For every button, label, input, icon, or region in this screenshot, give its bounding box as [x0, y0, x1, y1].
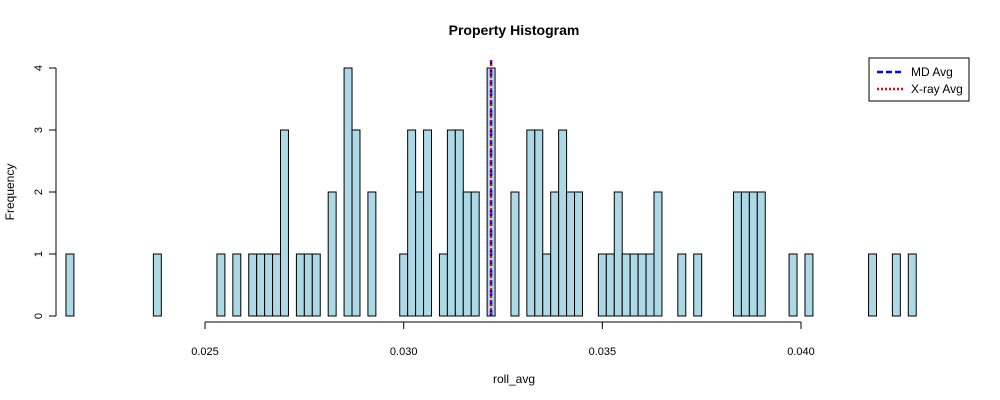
histogram-bar — [740, 191, 750, 317]
histogram-bar — [65, 253, 75, 317]
y-tick-label: 0 — [33, 313, 45, 319]
histogram-bar — [804, 253, 814, 317]
histogram-bar — [756, 191, 766, 317]
x-tick-label: 0.035 — [589, 346, 617, 358]
histogram-bar — [216, 253, 226, 317]
x-axis: 0.025 0.030 0.035 0.040 — [191, 321, 815, 358]
histogram-bar — [423, 129, 432, 317]
histogram-bar — [891, 253, 901, 317]
x-tick-label: 0.030 — [390, 346, 418, 358]
histogram-bar — [597, 253, 607, 317]
histogram-bar — [542, 253, 552, 317]
histogram-bar — [868, 253, 877, 317]
histogram-bar — [907, 253, 917, 317]
y-axis-title: Frequency — [3, 164, 17, 221]
histogram-bar — [232, 253, 242, 317]
x-tick-label: 0.025 — [191, 346, 219, 358]
legend-box — [868, 57, 970, 102]
histogram-bar — [534, 129, 544, 317]
histogram-bar — [415, 191, 425, 317]
histogram-bar — [574, 191, 583, 317]
x-tick-label: 0.040 — [787, 346, 815, 358]
y-tick-label: 1 — [33, 251, 45, 257]
y-tick-label: 3 — [33, 127, 45, 133]
histogram-bar — [264, 253, 274, 317]
chart-title: Property Histogram — [449, 22, 580, 38]
histogram-bar — [693, 253, 703, 317]
histogram-bar — [653, 191, 663, 317]
histogram-bar — [605, 253, 615, 317]
histogram-bar — [399, 253, 409, 317]
histogram-bar — [248, 253, 258, 317]
histogram-bar — [446, 129, 456, 317]
histogram-bar — [272, 253, 282, 317]
histogram-bar — [629, 253, 639, 317]
histogram-bar — [526, 129, 536, 317]
y-axis: 0 1 2 3 4 — [33, 65, 57, 319]
histogram-bar — [295, 253, 305, 317]
legend-md-label: MD Avg — [911, 65, 953, 79]
histogram-bar — [470, 191, 480, 317]
histogram-bar — [327, 191, 337, 317]
histogram-bar — [621, 253, 631, 317]
bars-group — [65, 67, 917, 317]
histogram-bar — [152, 253, 162, 317]
y-tick-label: 2 — [33, 189, 45, 195]
legend-xray-label: X-ray Avg — [911, 82, 963, 96]
histogram-bar — [732, 191, 742, 317]
histogram-bar — [748, 191, 758, 317]
histogram-bar — [550, 191, 560, 317]
histogram-bar — [788, 253, 798, 317]
histogram-bar — [438, 253, 448, 317]
y-tick-label: 4 — [33, 65, 45, 71]
histogram-bar — [367, 191, 377, 317]
histogram-bar — [311, 253, 321, 317]
x-axis-title: roll_avg — [493, 372, 535, 386]
histogram-bar — [256, 253, 266, 317]
histogram-bar — [343, 67, 353, 317]
histogram-bar — [645, 253, 655, 317]
histogram-bar — [303, 253, 313, 317]
histogram-bar — [566, 191, 576, 317]
histogram-bar — [677, 253, 687, 317]
histogram-bar — [351, 129, 361, 317]
histogram-bar — [462, 191, 472, 317]
histogram-bar — [407, 129, 417, 317]
histogram-bar — [637, 253, 647, 317]
legend: MD Avg X-ray Avg — [868, 57, 970, 102]
histogram-bar — [613, 191, 623, 317]
histogram-bar — [280, 129, 289, 317]
histogram-bar — [558, 129, 568, 317]
histogram-bar — [454, 129, 464, 317]
histogram-bar — [510, 191, 520, 317]
